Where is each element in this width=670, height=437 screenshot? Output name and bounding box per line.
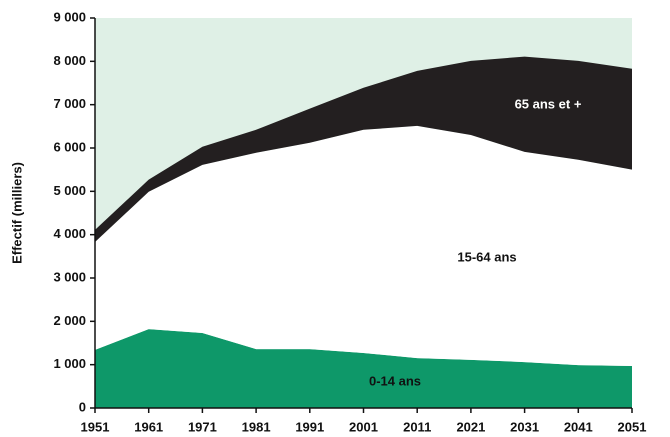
y-tick-label: 1 000 xyxy=(53,356,86,371)
area xyxy=(95,56,632,243)
x-tick-label: 2001 xyxy=(349,419,378,434)
series-label: 15-64 ans xyxy=(457,249,516,264)
y-tick-label: 0 xyxy=(79,399,86,414)
y-axis-label: Effectif (milliers) xyxy=(9,162,24,264)
x-tick-label: 1981 xyxy=(242,419,271,434)
x-tick-label: 2051 xyxy=(618,419,647,434)
y-tick-label: 3 000 xyxy=(53,269,86,284)
y-tick-label: 2 000 xyxy=(53,313,86,328)
x-tick-label: 2011 xyxy=(403,419,431,434)
area xyxy=(95,329,632,408)
y-tick-label: 8 000 xyxy=(53,53,86,68)
series-label: 65 ans et + xyxy=(515,96,582,111)
x-tick-label: 1991 xyxy=(295,419,324,434)
area xyxy=(95,125,632,366)
y-tick-label: 9 000 xyxy=(53,9,86,24)
series-label: 0-14 ans xyxy=(369,373,421,388)
y-tick-label: 4 000 xyxy=(53,226,86,241)
y-tick-label: 5 000 xyxy=(53,183,86,198)
x-tick-label: 2041 xyxy=(564,419,593,434)
x-tick-label: 1951 xyxy=(81,419,110,434)
y-tick-label: 6 000 xyxy=(53,139,86,154)
x-tick-label: 2031 xyxy=(510,419,539,434)
x-tick-label: 2021 xyxy=(456,419,485,434)
x-tick-label: 1961 xyxy=(134,419,163,434)
y-tick-label: 7 000 xyxy=(53,96,86,111)
x-tick-label: 1971 xyxy=(188,419,217,434)
